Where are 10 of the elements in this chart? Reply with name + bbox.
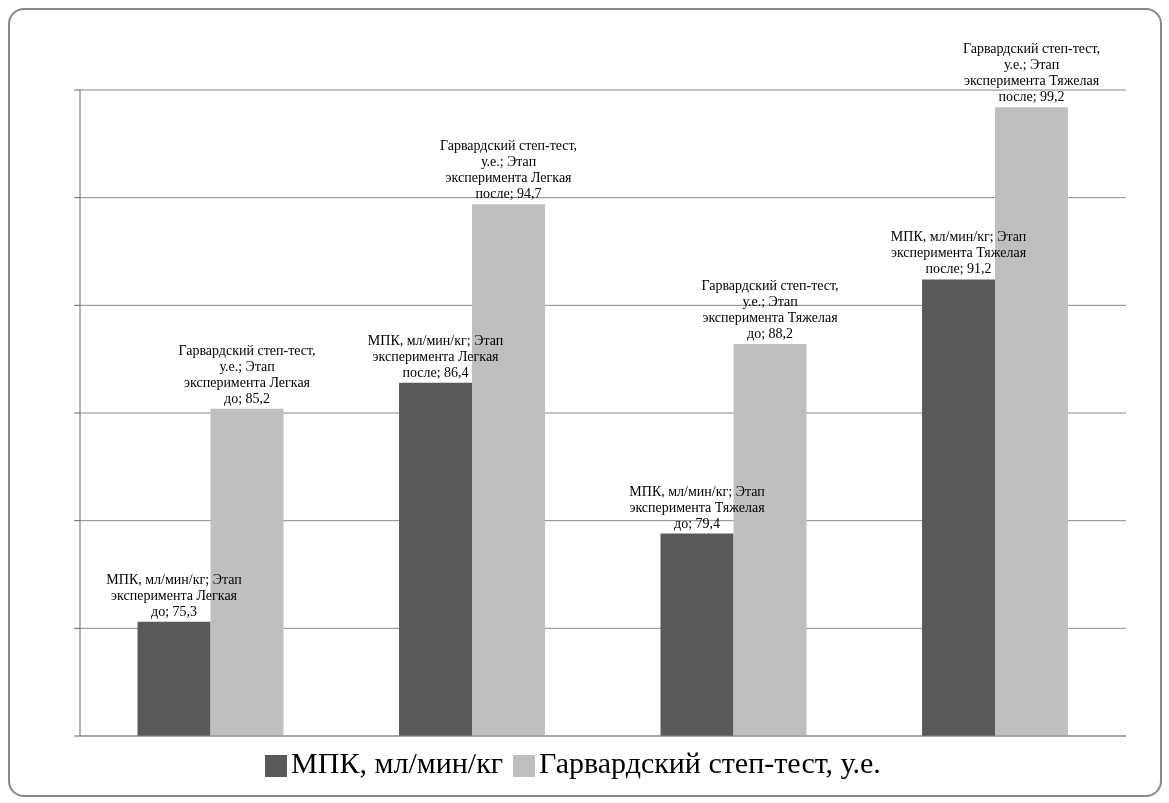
data-label: МПК, мл/мин/кг; Этап эксперимента Легкая после; 86,4: [367, 332, 504, 380]
data-label: Гарвардский степ-тест, у.е.; Этап эксперимента Тяжелая до; 88,2: [701, 278, 839, 342]
data-label: Гарвардский степ-тест, у.е.; Этап эксперимента Тяжелая после; 99,2: [962, 41, 1101, 105]
legend-label: Гарвардский степ-тест, у.е.: [539, 746, 881, 779]
data-label: Гарвардский степ-тест, у.е.; Этап эксперимента Легкая после; 94,7: [439, 138, 578, 202]
data-label: Гарвардский степ-тест, у.е.; Этап эксперимента Легкая до; 85,2: [178, 342, 316, 406]
legend-label: МПК, мл/мин/кг: [291, 746, 504, 779]
data-label: МПК, мл/мин/кг; Этап эксперимента Легкая до; 75,3: [106, 571, 243, 619]
data-label: МПК, мл/мин/кг; Этап эксперимента Тяжелая до; 79,4: [629, 483, 766, 531]
data-label: МПК, мл/мин/кг; Этап эксперимента Тяжелая после; 91,2: [890, 229, 1027, 277]
